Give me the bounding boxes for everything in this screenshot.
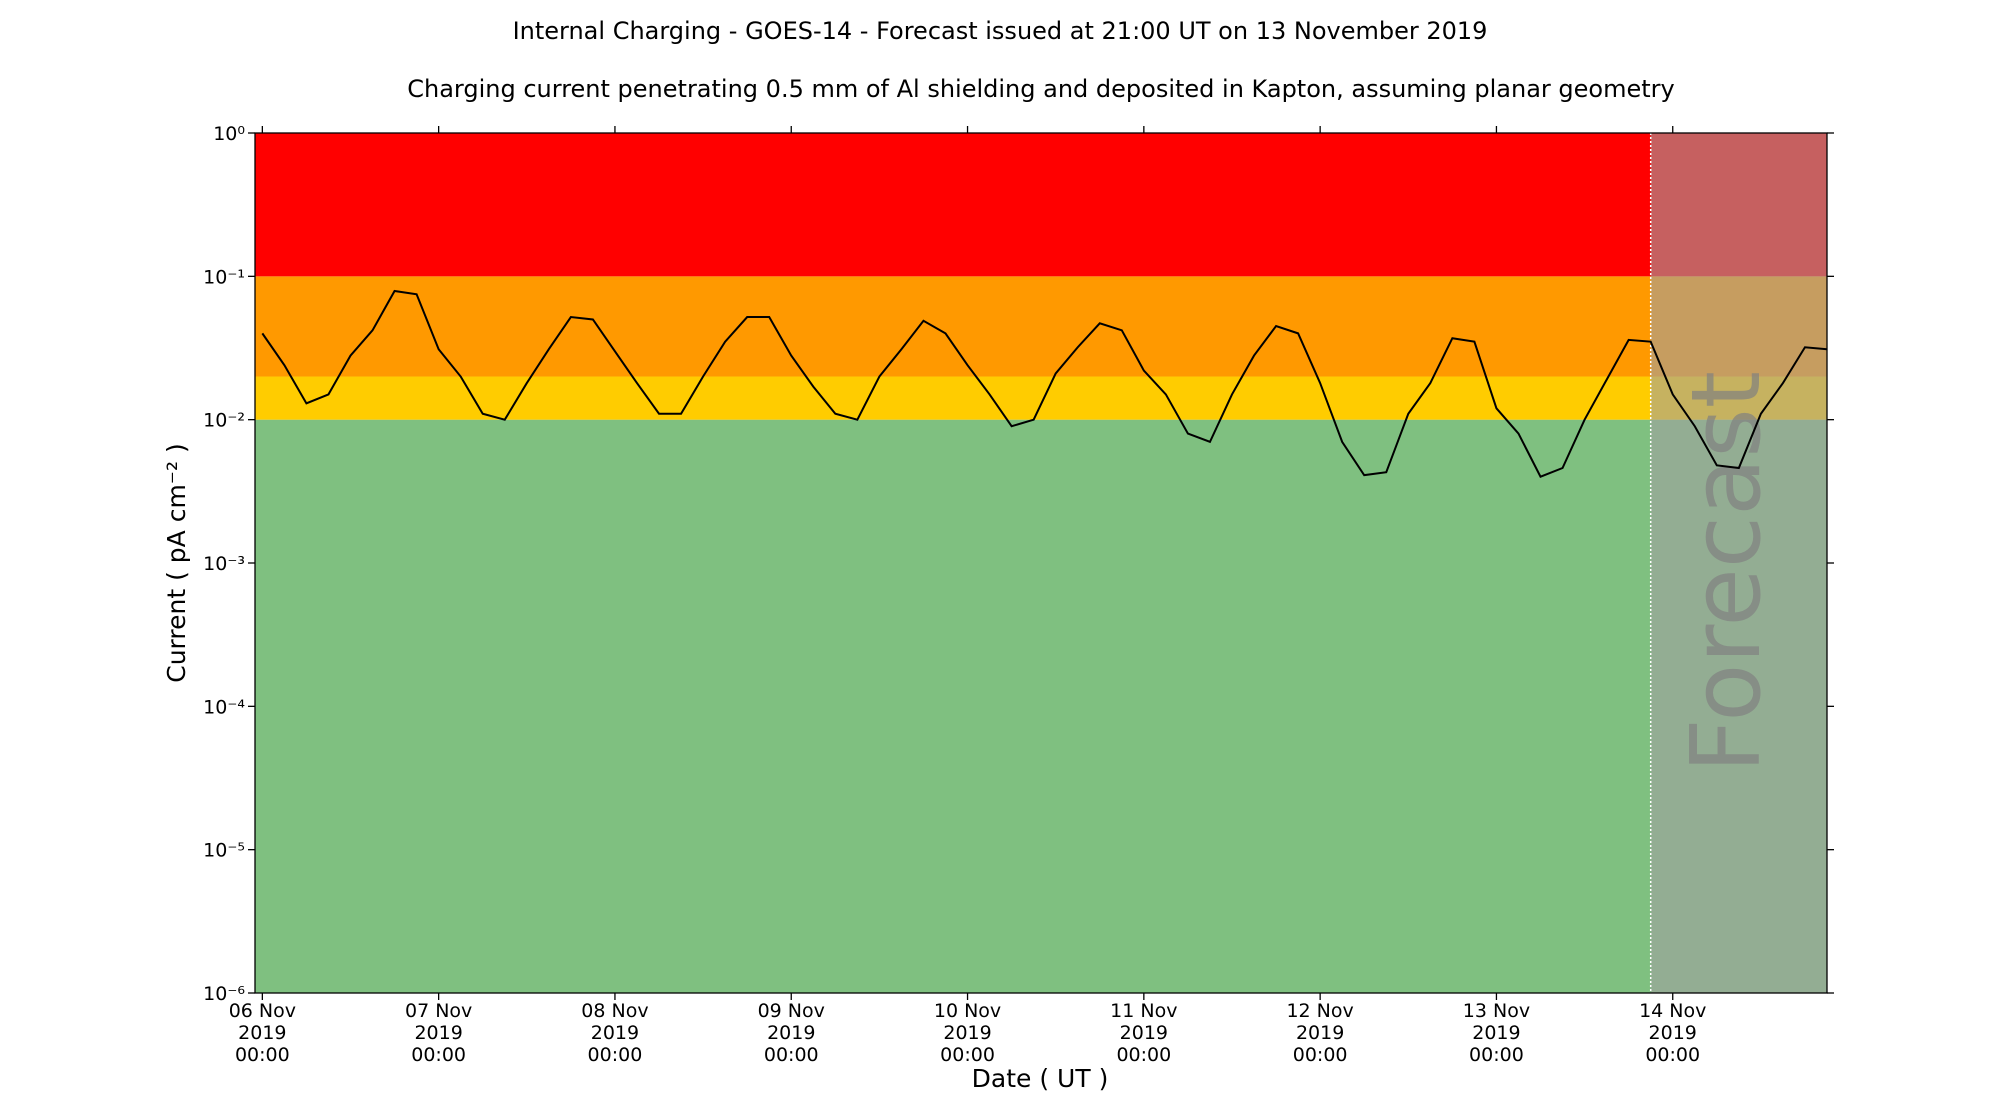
y-tick-label: 10⁰ [213,123,245,145]
y-tick-label: 10⁻⁵ [203,840,245,862]
chart-title: Internal Charging - GOES-14 - Forecast i… [513,17,1488,45]
x-tick-label: 06 Nov [229,1000,296,1022]
x-tick-label: 2019 [238,1022,286,1044]
x-tick-label: 2019 [1472,1022,1520,1044]
x-tick-label: 00:00 [1469,1044,1524,1066]
risk-band [255,133,1827,277]
x-tick-label: 10 Nov [934,1000,1001,1022]
forecast-region [1650,133,1827,993]
x-tick-label: 2019 [1649,1022,1697,1044]
x-tick-label: 00:00 [1293,1044,1348,1066]
risk-band [255,419,1827,994]
y-tick-label: 10⁻² [203,410,245,432]
x-tick-label: 2019 [414,1022,462,1044]
forecast-label: Forecast [1672,371,1782,773]
x-tick-label: 07 Nov [405,1000,472,1022]
x-tick-label: 09 Nov [758,1000,825,1022]
y-tick-label: 10⁻⁶ [203,983,245,1005]
x-tick-label: 00:00 [411,1044,466,1066]
x-tick-label: 00:00 [764,1044,819,1066]
x-tick-label: 00:00 [1645,1044,1700,1066]
y-tick-label: 10⁻³ [203,553,245,575]
x-tick-label: 12 Nov [1286,1000,1353,1022]
x-tick-label: 00:00 [235,1044,290,1066]
y-tick-label: 10⁻⁴ [203,696,245,718]
x-tick-label: 2019 [1120,1022,1168,1044]
y-axis-label: Current ( pA cm⁻² ) [162,443,191,682]
chart-subtitle: Charging current penetrating 0.5 mm of A… [407,75,1675,103]
x-tick-label: 11 Nov [1110,1000,1177,1022]
x-tick-label: 08 Nov [581,1000,648,1022]
x-tick-label: 00:00 [940,1044,995,1066]
x-tick-label: 2019 [943,1022,991,1044]
x-tick-label: 14 Nov [1639,1000,1706,1022]
x-tick-label: 00:00 [588,1044,643,1066]
x-tick-label: 00:00 [1116,1044,1171,1066]
risk-band [255,376,1827,420]
x-tick-label: 2019 [767,1022,815,1044]
risk-band [255,276,1827,377]
data-line [261,289,1828,478]
x-tick-label: 2019 [1296,1022,1344,1044]
x-tick-label: 2019 [591,1022,639,1044]
x-tick-label: 13 Nov [1463,1000,1530,1022]
x-axis-label: Date ( UT ) [972,1064,1109,1093]
y-tick-label: 10⁻¹ [203,266,245,288]
